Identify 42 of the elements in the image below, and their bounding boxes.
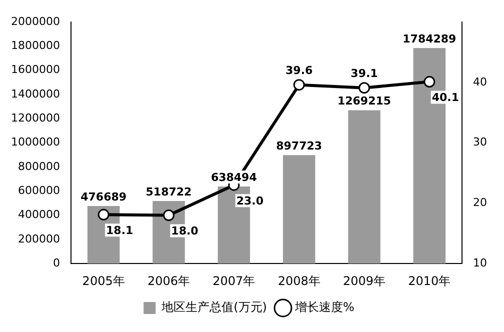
- data-label: 23.0: [236, 194, 264, 208]
- x-tick-label: 2010年: [408, 274, 451, 288]
- y-tick-label: 1600000: [10, 63, 60, 76]
- point: [358, 82, 370, 94]
- data-label: 18.1: [106, 224, 134, 238]
- y2-tick-label: 20: [473, 196, 488, 210]
- data-label: 39.1: [350, 67, 378, 80]
- data-label: 476689: [80, 190, 127, 204]
- data-label: 1784289: [402, 32, 456, 46]
- data-label: 518722: [146, 185, 192, 198]
- data-label: 18.0: [171, 224, 199, 238]
- point: [98, 208, 110, 220]
- x-tick-label: 2007年: [212, 274, 256, 288]
- x-tick-label: 2009年: [342, 274, 386, 288]
- x-tick-label: 2005年: [82, 274, 125, 288]
- y-tick-label: 400000: [18, 208, 60, 222]
- data-label: 39.6: [286, 64, 313, 78]
- y-tick-label: 1400000: [10, 87, 60, 100]
- y-tick-label: 1000000: [10, 136, 60, 149]
- bar: [282, 155, 316, 264]
- legend-label: 增长速度%: [294, 300, 354, 314]
- y-tick-label: 200000: [18, 232, 60, 246]
- data-label: 40.1: [432, 91, 459, 104]
- y2-tick-label: 30: [473, 136, 488, 149]
- point: [293, 79, 305, 91]
- y-tick-label: 2000000: [10, 14, 60, 28]
- data-label: 638494: [210, 170, 258, 184]
- data-label: 1269215: [337, 94, 392, 108]
- y-tick-label: 0: [52, 256, 60, 270]
- bar: [348, 110, 380, 264]
- y-tick-label: 800000: [18, 160, 60, 173]
- y-tick-label: 1200000: [10, 112, 60, 124]
- y2-tick-label: 10: [473, 256, 488, 270]
- x-tick-label: 2006年: [147, 274, 190, 288]
- data-label: 897723: [276, 140, 322, 153]
- y2-tick-label: 40: [473, 75, 488, 88]
- y-tick-label: 600000: [18, 184, 60, 197]
- x-tick-label: 2008年: [278, 274, 320, 288]
- point: [162, 210, 174, 222]
- point: [424, 76, 436, 88]
- y-tick-label: 1800000: [10, 39, 60, 52]
- legend-label: 地区生产总值(万元): [160, 300, 267, 314]
